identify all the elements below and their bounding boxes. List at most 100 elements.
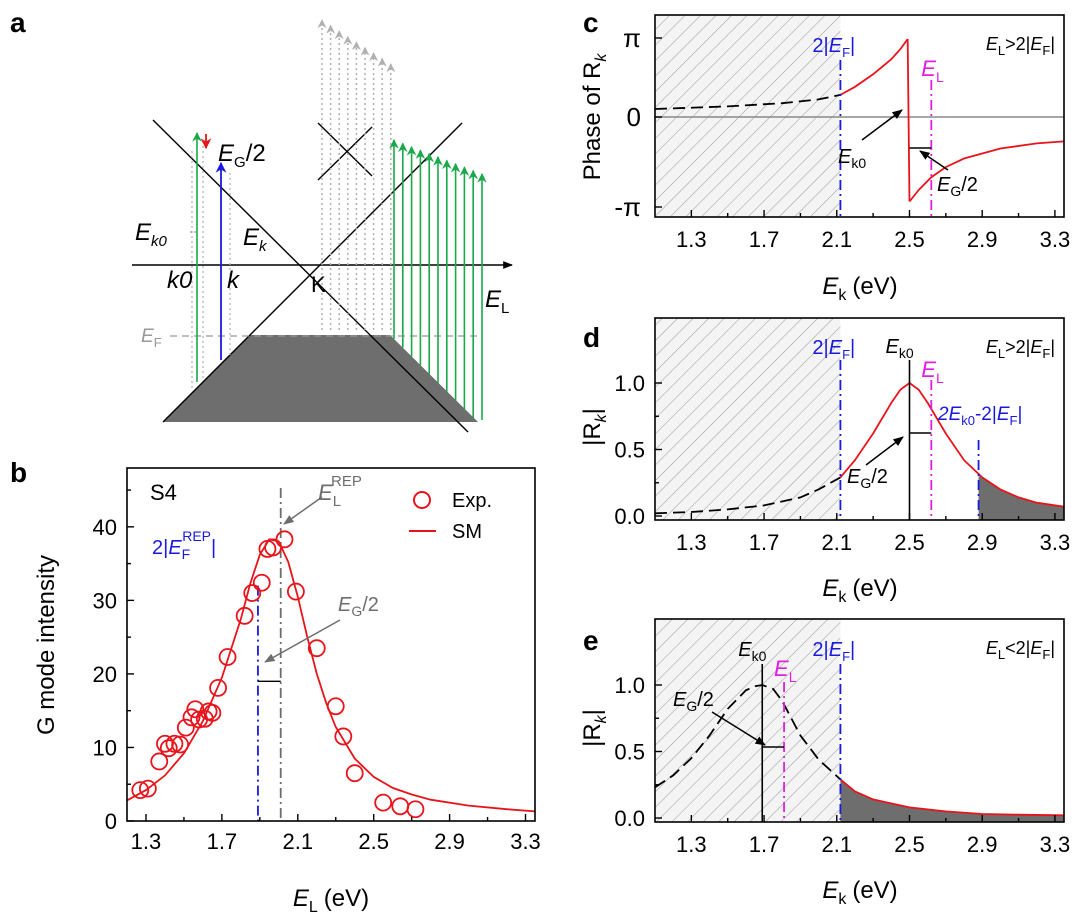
eg-half-arrow (711, 711, 766, 746)
panel-b-letter: b (10, 457, 27, 488)
exp-data-point (176, 718, 195, 737)
legend-exp-label: Exp. (452, 490, 492, 512)
eg-half-label: EG/2 (847, 466, 888, 491)
phase-dashed-curve (654, 94, 841, 110)
y-tick-label: 0.0 (614, 806, 645, 831)
panel-d-chart: d 0.0 0.5 1.0 1.3 1.7 2.1 2.5 2.9 3.3 2|EF| Ek0 EL… (579, 317, 1071, 606)
eg-half-label: EG/2 (673, 689, 714, 714)
x-tick-label: 1.3 (676, 227, 707, 252)
ef-label: 2|EF| (812, 639, 855, 664)
panel-e-chart: e 0.0 0.5 1.0 1.3 1.7 2.1 2.5 2.9 3.3 2|EF| Ek0 EL… (579, 618, 1071, 908)
exp-data-point (345, 764, 364, 783)
ek0-arrow (861, 109, 903, 141)
y-tick-label: 0 (627, 102, 641, 132)
el-rep-label: ELREP (318, 473, 362, 510)
eg-half-label-b: EG/2 (338, 594, 379, 619)
legend-sm-label: SM (452, 521, 482, 543)
inset-cross-line-1 (317, 122, 373, 177)
x-tick-label: 3.3 (510, 829, 541, 854)
condition-label: EL>2|EF| (986, 337, 1055, 361)
exp-data-point (334, 727, 353, 746)
panel-b-xlabel: EL (eV) (293, 885, 369, 915)
r-red-curve (839, 778, 1065, 817)
panel-c-letter: c (583, 7, 599, 38)
transition-arrows (190, 19, 487, 420)
x-tick-label: 2.1 (282, 829, 313, 854)
x-tick-label: 1.7 (749, 530, 780, 555)
sample-label: S4 (150, 480, 177, 505)
el-label: EL (485, 286, 509, 317)
panel-e-xlabel: Ek (eV) (822, 877, 897, 908)
x-tick-label: 2.1 (821, 530, 852, 555)
phase-red-curve-right (908, 140, 1065, 203)
x-tick-label: 3.3 (1040, 227, 1071, 252)
condition-label: EL>2|EF| (986, 34, 1055, 58)
x-tick-label: 2.9 (967, 832, 998, 857)
inset-cross-line-2 (317, 126, 373, 181)
x-tick-label: 1.3 (676, 832, 707, 857)
y-tick-label: 0.5 (614, 438, 645, 463)
condition-label: EL<2|EF| (986, 638, 1055, 662)
exp-data-point (307, 639, 326, 658)
exp-data-point (406, 800, 425, 819)
exp-data-point (131, 781, 150, 800)
k0-label: k0 (167, 267, 193, 294)
x-tick-label: 1.7 (749, 832, 780, 857)
x-tick-label: 1.7 (749, 227, 780, 252)
exp-data-point (203, 703, 222, 722)
el-rep-arrow (283, 496, 323, 525)
panel-b-frame (126, 467, 536, 822)
exp-data-point (326, 697, 345, 716)
gray-tail-fill (978, 476, 1064, 520)
panel-b-chart: b 1.3 1.7 2.1 2.5 2.9 3.3 0 10 20 30 40 S4 Exp. SM… (10, 457, 541, 915)
r-red-curve (839, 381, 1065, 508)
gray-tail-fill (840, 779, 1064, 822)
panel-e-letter: e (583, 625, 599, 656)
y-tick-label: 1.0 (614, 673, 645, 698)
phase-jump (906, 39, 911, 202)
legend-exp-marker (413, 491, 431, 509)
hatched-region (655, 619, 841, 822)
y-tick-label: 40 (93, 515, 117, 540)
y-tick-label: 10 (93, 735, 117, 760)
exp-data-point (218, 648, 237, 666)
ek0-label: Ek0 (135, 219, 168, 250)
x-tick-label: 2.5 (358, 829, 389, 854)
exp-data-point (150, 752, 169, 771)
eg-half-arrow-b (264, 619, 341, 663)
y-tick-label: 0.5 (614, 740, 645, 765)
ef-label: 2|EF| (812, 35, 855, 60)
panel-d-letter: d (583, 322, 600, 353)
exp-data-point (252, 573, 271, 592)
x-tick-label: 1.3 (131, 829, 162, 854)
x-tick-label: 2.9 (434, 829, 465, 854)
y-tick-label: 0 (105, 809, 117, 834)
ek0-label: Ek0 (885, 336, 913, 361)
exp-data-point (156, 734, 174, 753)
exp-data-point (182, 708, 201, 727)
x-tick-label: 2.9 (967, 530, 998, 555)
x-tick-label: 3.3 (1040, 832, 1071, 857)
panel-c-xlabel: Ek (eV) (822, 273, 897, 304)
exp-data-point (286, 582, 305, 601)
exp-data-point (209, 678, 227, 697)
x-tick-label: 2.5 (894, 832, 925, 857)
exp-data-point (159, 739, 178, 758)
x-tick-label: 2.5 (894, 227, 925, 252)
filled-valence-band (163, 335, 478, 422)
el-label: EL (921, 357, 944, 386)
r-dashed-curve (654, 476, 841, 515)
panel-d-frame (654, 317, 1065, 521)
x-tick-label: 3.3 (1040, 530, 1071, 555)
x-tick-label: 2.1 (821, 227, 852, 252)
y-tick-label: 30 (93, 588, 117, 613)
ef-label: 2|EF| (812, 337, 855, 362)
eg-half-arrow (919, 150, 949, 171)
ef-rep-label: 2|EFREP| (152, 528, 216, 562)
x-tick-label: 2.5 (894, 530, 925, 555)
k-label: k (227, 267, 241, 294)
hatched-region (655, 318, 841, 520)
k-point-label: K (311, 272, 326, 297)
cut-label: 2Ek0-2|EF| (937, 404, 1022, 428)
